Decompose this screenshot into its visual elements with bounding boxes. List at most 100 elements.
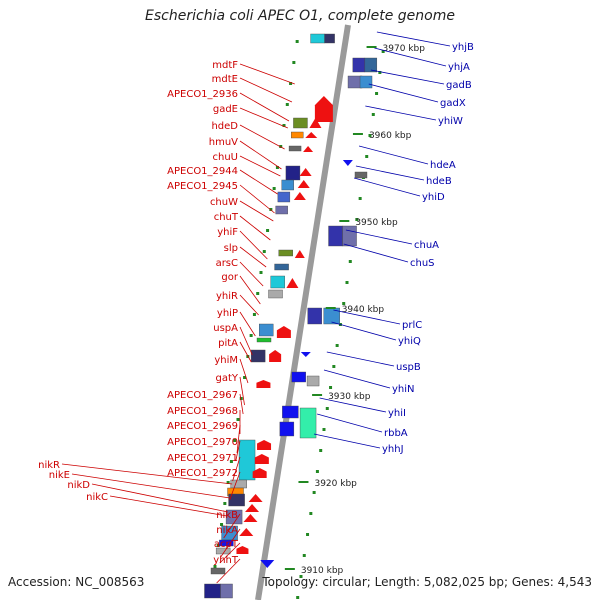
right-label-leader bbox=[358, 145, 429, 165]
gene-feature bbox=[285, 165, 301, 181]
scale-tick-label: 3940 kbp bbox=[342, 305, 385, 315]
track-dot bbox=[262, 250, 266, 253]
right-gene-label: uspB bbox=[396, 362, 421, 373]
right-gene-label: hdeA bbox=[430, 160, 456, 171]
left-label-leader bbox=[239, 275, 261, 305]
left-gene-label: APECO1_2970 bbox=[167, 437, 238, 448]
track-dot bbox=[226, 481, 230, 484]
gene-arrow bbox=[314, 96, 333, 122]
left-gene-label: yhiM bbox=[214, 355, 238, 366]
track-dot bbox=[332, 365, 336, 368]
track-dot bbox=[259, 271, 263, 274]
gene-feature bbox=[323, 307, 340, 325]
scale-tick-label: 3970 kbp bbox=[383, 44, 426, 54]
gene-arrow bbox=[305, 132, 318, 138]
track-dot bbox=[272, 187, 276, 190]
track-dot bbox=[358, 197, 362, 200]
gene-feature bbox=[204, 583, 221, 599]
left-label-leader bbox=[239, 140, 282, 170]
right-label-leader bbox=[333, 309, 401, 325]
track-dot bbox=[335, 344, 339, 347]
right-gene-label: gadX bbox=[440, 98, 466, 109]
gene-arrow bbox=[299, 168, 312, 176]
left-gene-label: nikR bbox=[38, 460, 60, 471]
track-dot bbox=[239, 397, 243, 400]
gene-arrow bbox=[256, 380, 271, 388]
left-gene-label: mdtF bbox=[212, 60, 238, 71]
right-label-leader bbox=[376, 31, 451, 47]
scale-tick-label: 3960 kbp bbox=[369, 131, 412, 141]
gene-feature bbox=[342, 225, 357, 247]
left-label-leader bbox=[71, 473, 231, 499]
gene-feature bbox=[225, 509, 243, 525]
gene-arrow bbox=[297, 180, 310, 188]
right-gene-labels: yhjB yhjA gadB gadX yhiW hdeA hdeB yhiD chuA chuS… bbox=[313, 31, 474, 455]
gene-arrow bbox=[309, 118, 322, 128]
left-label-leader bbox=[239, 155, 281, 177]
left-gene-label: pitA bbox=[218, 338, 238, 349]
right-label-leader bbox=[326, 351, 395, 367]
right-gene-label: hdeB bbox=[426, 176, 452, 187]
left-label-leader bbox=[239, 77, 293, 103]
track-dot bbox=[236, 418, 240, 421]
chromosome-axis bbox=[255, 24, 351, 600]
gene-arrow bbox=[286, 278, 299, 288]
track-dot bbox=[309, 512, 313, 515]
left-label-leader bbox=[219, 542, 241, 564]
gene-arrow bbox=[239, 528, 254, 536]
left-gene-label: APECO1_2972 bbox=[167, 468, 238, 479]
gene-feature bbox=[279, 421, 295, 437]
gene-arrow bbox=[342, 160, 353, 166]
track-dot bbox=[348, 260, 352, 263]
left-label-leader bbox=[239, 230, 268, 260]
scale-tick-label: 3920 kbp bbox=[314, 479, 357, 489]
genome-summary-text: Topology: circular; Length: 5,082,025 bp… bbox=[262, 575, 592, 589]
gene-arrow bbox=[248, 494, 263, 502]
left-gene-label: mdtE bbox=[212, 74, 238, 85]
gene-arrow bbox=[276, 326, 291, 338]
right-label-leader bbox=[317, 413, 383, 433]
left-label-leader bbox=[239, 92, 290, 122]
right-label-leader bbox=[374, 47, 447, 67]
right-gene-label: gadB bbox=[446, 80, 472, 91]
right-gene-label: yhjA bbox=[448, 62, 470, 73]
gene-arrow bbox=[257, 440, 272, 450]
left-gene-label: nikA bbox=[216, 525, 238, 536]
left-gene-label: yhiR bbox=[216, 291, 238, 302]
left-gene-label: gatY bbox=[215, 373, 238, 384]
left-gene-label: APECO1_2968 bbox=[167, 406, 238, 417]
left-gene-labels: mdtF mdtE APECO1_2936 gadE hdeD hmuV chuU APECO… bbox=[38, 60, 295, 584]
gene-feature bbox=[299, 407, 317, 439]
gene-feature bbox=[282, 405, 299, 419]
gene-arrow bbox=[269, 350, 282, 362]
gene-feature bbox=[270, 275, 285, 289]
right-gene-label: yhjB bbox=[452, 42, 474, 53]
left-gene-label: chuT bbox=[214, 212, 239, 223]
left-label-leader bbox=[239, 311, 256, 337]
left-label-leader bbox=[239, 261, 264, 287]
track-dot bbox=[345, 281, 349, 284]
track-dot bbox=[302, 554, 306, 557]
left-label-leader bbox=[239, 246, 267, 268]
gene-feature bbox=[291, 371, 306, 383]
right-gene-label: yhiW bbox=[438, 116, 463, 127]
right-gene-label: chuA bbox=[414, 240, 439, 251]
track-dot bbox=[371, 113, 375, 116]
gene-feature bbox=[278, 249, 293, 257]
gene-arrow bbox=[252, 468, 267, 478]
right-gene-label: prlC bbox=[402, 320, 422, 331]
left-gene-label: slp bbox=[224, 243, 238, 254]
track-dot bbox=[295, 40, 299, 43]
track-dot bbox=[325, 407, 329, 410]
track-dot bbox=[378, 71, 382, 74]
gene-feature bbox=[293, 117, 308, 129]
left-label-leader bbox=[239, 124, 285, 150]
right-gene-label: yhiD bbox=[422, 192, 445, 203]
gene-feature bbox=[268, 289, 283, 299]
left-gene-label: gor bbox=[221, 272, 238, 283]
left-label-leader bbox=[223, 513, 241, 539]
left-gene-label: chuW bbox=[210, 197, 238, 208]
gene-feature bbox=[259, 323, 274, 337]
gene-feature bbox=[250, 349, 266, 363]
right-label-leader bbox=[355, 165, 425, 181]
